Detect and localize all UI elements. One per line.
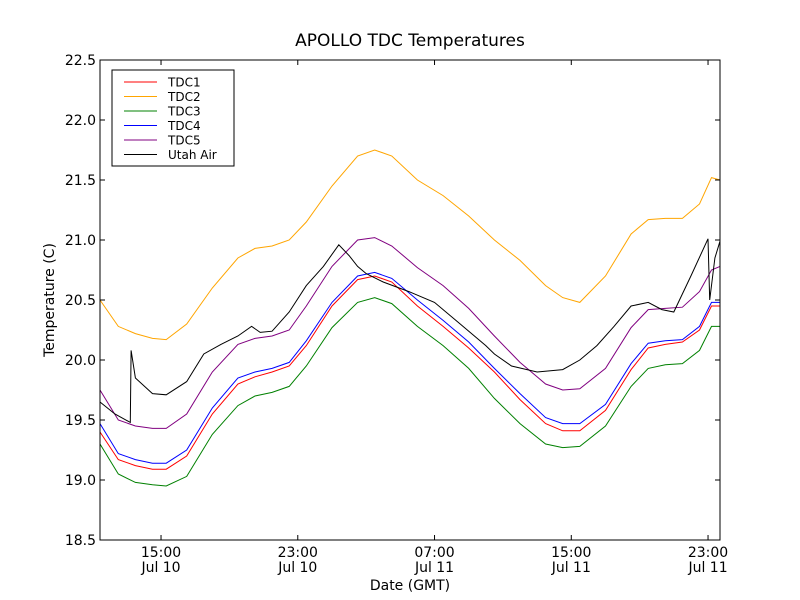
series-line-tdc2: [99, 149, 721, 341]
legend-label: Utah Air: [168, 148, 217, 162]
legend-label: TDC5: [167, 134, 201, 148]
y-tick-label: 21.5: [65, 173, 96, 189]
y-tick-label: 20.0: [65, 353, 96, 369]
legend-label: TDC2: [167, 90, 201, 104]
x-tick-label-date: Jul 10: [277, 560, 317, 576]
x-tick-label-date: Jul 11: [551, 560, 591, 576]
chart-title: APOLLO TDC Temperatures: [295, 31, 525, 51]
legend-label: TDC3: [167, 105, 201, 119]
series-line-tdc4: [99, 271, 720, 464]
series-line-tdc3: [99, 297, 720, 487]
y-axis: 18.5 19.0 19.5 20.0 20.5 21.0 21.5 22.0 22.5: [65, 53, 720, 549]
legend-label: TDC4: [167, 119, 201, 133]
x-tick-label-time: 23:00: [688, 545, 728, 561]
x-tick-label-date: Jul 11: [414, 560, 454, 576]
y-tick-label: 20.5: [65, 293, 96, 309]
y-tick-label: 19.0: [65, 473, 96, 489]
plot-lines: [99, 149, 721, 487]
series-line-tdc1: [99, 275, 720, 470]
y-axis-label: Temperature (C): [42, 243, 58, 358]
x-tick-label-time: 23:00: [278, 545, 318, 561]
y-tick-label: 18.5: [65, 533, 96, 549]
legend-label: TDC1: [167, 76, 201, 90]
y-tick-label: 22.0: [65, 113, 96, 129]
series-line-utah-air: [99, 238, 721, 424]
legend-box: [111, 69, 235, 167]
x-tick-label-date: Jul 10: [140, 560, 180, 576]
x-tick-label-time: 15:00: [551, 545, 591, 561]
x-tick-label-date: Jul 11: [687, 560, 727, 576]
y-tick-label: 21.0: [65, 233, 96, 249]
series-line-tdc5: [99, 237, 721, 429]
x-tick-label-time: 07:00: [414, 545, 454, 561]
y-tick-label: 22.5: [65, 53, 96, 69]
x-tick-label-time: 15:00: [141, 545, 181, 561]
x-axis-label: Date (GMT): [370, 578, 450, 594]
y-tick-label: 19.5: [65, 413, 96, 429]
